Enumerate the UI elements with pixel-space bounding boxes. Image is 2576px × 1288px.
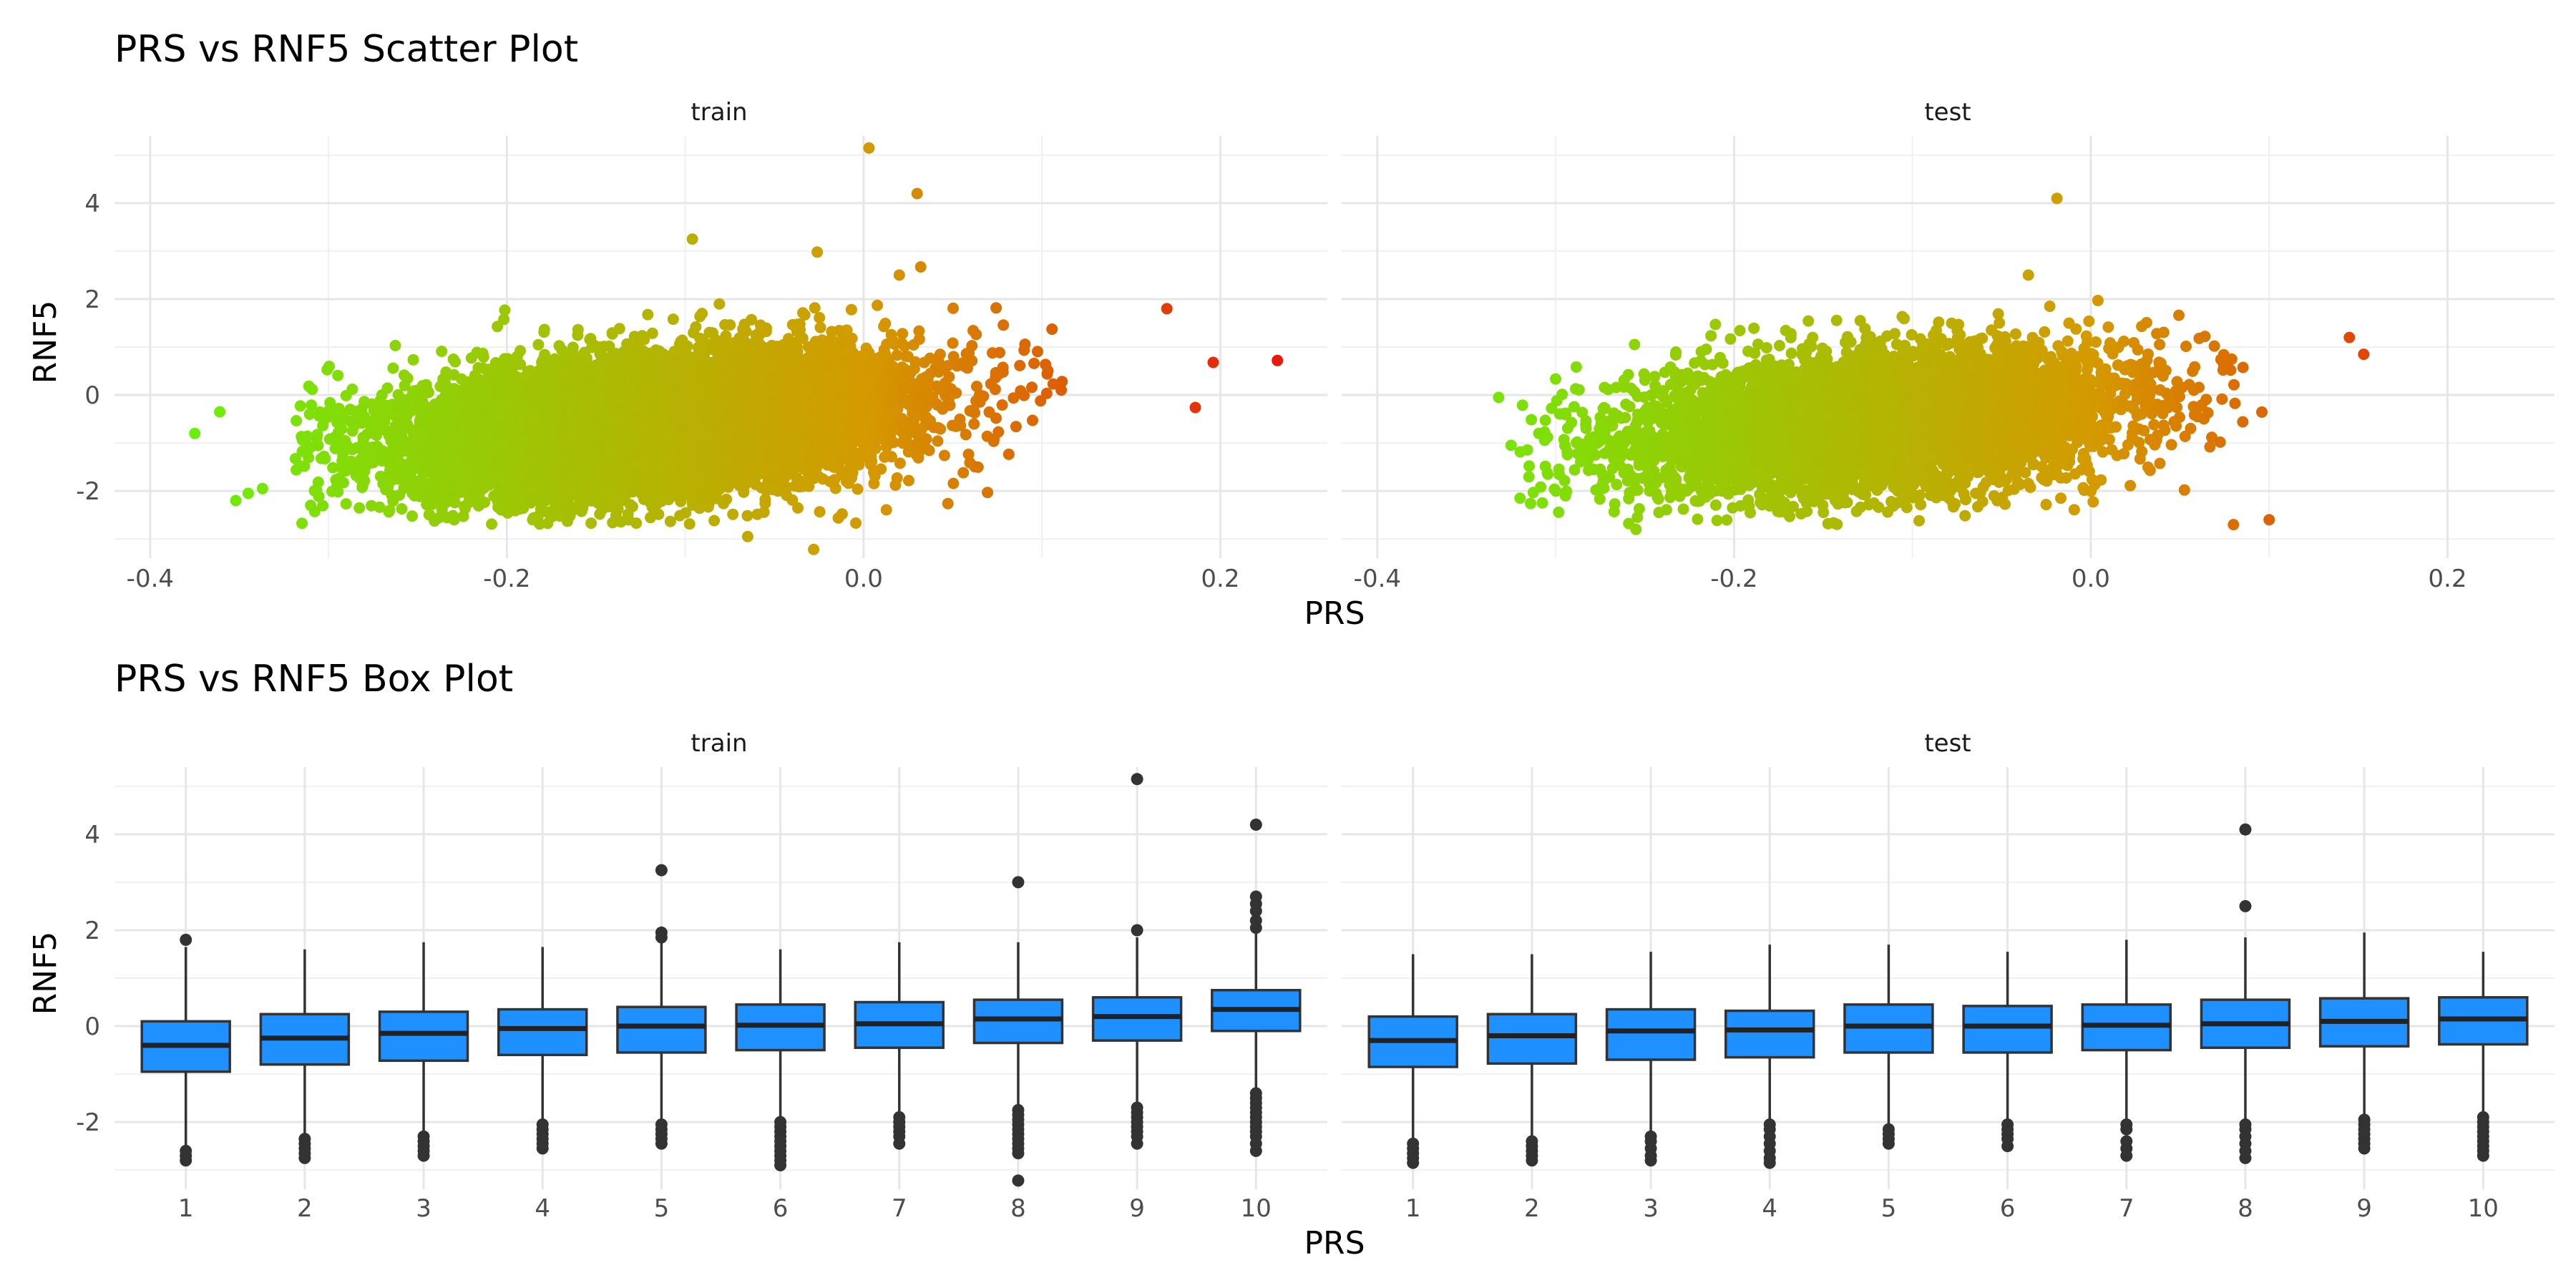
- scatter-point: [572, 329, 584, 341]
- scatter-panel-train: train -0.4 -0.2 0.0 0.2 -2 0 2 4: [76, 98, 1327, 593]
- scatter-chart: PRS vs RNF5 Scatter Plot train -0.4 -0.2 0.…: [27, 28, 2555, 632]
- scatter-point: [294, 400, 306, 412]
- scatter-point: [1027, 414, 1038, 426]
- scatter-point: [683, 518, 696, 530]
- scatter-point: [353, 502, 366, 514]
- scatter-point: [532, 338, 545, 351]
- scatter-x-tick-label: 0.0: [844, 565, 883, 593]
- scatter-x-tick-label: -0.4: [127, 565, 174, 593]
- scatter-point: [331, 479, 343, 492]
- scatter-point: [1002, 448, 1015, 460]
- scatter-y-tick-label: 0: [84, 381, 100, 410]
- scatter-point: [407, 353, 419, 366]
- scatter-y-tick-label: -2: [76, 477, 100, 506]
- scatter-point: [947, 302, 959, 314]
- scatter-x-tick-label: -0.2: [483, 565, 530, 593]
- scatter-point: [759, 493, 771, 505]
- scatter-point: [486, 518, 498, 530]
- scatter-point: [934, 348, 946, 361]
- scatter-point: [832, 512, 844, 524]
- scatter-point: [713, 298, 726, 310]
- scatter-point: [943, 371, 955, 383]
- scatter-x-tick-label: 0.2: [1201, 565, 1239, 593]
- scatter-point: [814, 321, 826, 333]
- scatter-point: [957, 467, 970, 479]
- scatter-point: [346, 425, 358, 437]
- scatter-point: [809, 302, 821, 314]
- scatter-point: [751, 508, 763, 520]
- scatter-point: [694, 311, 706, 323]
- scatter-point: [1015, 385, 1027, 397]
- scatter-point: [1018, 344, 1030, 356]
- scatter-point: [690, 321, 702, 333]
- scatter-point: [868, 477, 880, 489]
- scatter-point: [942, 497, 954, 509]
- scatter-strip-label: train: [691, 98, 747, 127]
- scatter-point: [457, 510, 469, 522]
- scatter-point: [947, 337, 959, 349]
- scatter-point: [913, 325, 925, 337]
- scatter-point: [366, 499, 377, 512]
- scatter-point: [383, 506, 395, 518]
- scatter-point: [340, 389, 352, 401]
- scatter-point: [296, 517, 308, 530]
- scatter-point: [850, 517, 862, 529]
- scatter-point: [814, 506, 826, 518]
- scatter-point: [317, 499, 329, 512]
- scatter-y-tick-label: 4: [84, 190, 100, 218]
- scatter-point: [988, 433, 1000, 445]
- scatter-point: [708, 514, 721, 527]
- scatter-point: [376, 389, 388, 401]
- scatter-point: [340, 498, 352, 510]
- scatter-y-tick-label: 2: [84, 286, 100, 314]
- scatter-point: [389, 339, 401, 351]
- scatter-point: [346, 444, 358, 456]
- scatter-point: [1008, 392, 1020, 404]
- scatter-chart-title: PRS vs RNF5 Scatter Plot: [114, 28, 578, 71]
- scatter-point: [960, 429, 972, 441]
- scatter-point: [872, 299, 884, 311]
- scatter-points: [189, 142, 1284, 555]
- scatter-point: [968, 418, 980, 430]
- scatter-point: [332, 369, 344, 381]
